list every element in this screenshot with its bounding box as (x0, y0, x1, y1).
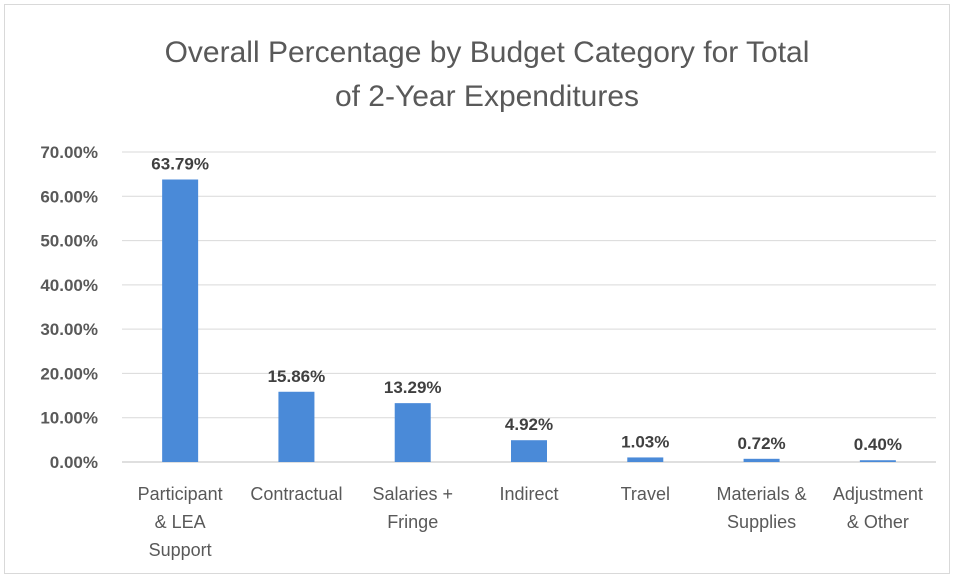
chart-title-line-1: Overall Percentage by Budget Category fo… (165, 36, 810, 69)
y-tick-label: 20.00% (40, 364, 98, 383)
bars (162, 179, 896, 462)
data-label: 0.40% (854, 435, 902, 454)
bar (162, 179, 199, 462)
x-axis-categories: Participant & LEA Support Contractual Salari… (138, 484, 923, 560)
y-tick-label: 50.00% (40, 232, 98, 251)
bar (859, 460, 896, 462)
bar (394, 403, 431, 462)
category-label: Contractual (250, 484, 342, 504)
chart-frame (4, 4, 950, 574)
category-label: Materials & Supplies (717, 484, 807, 532)
y-tick-label: 10.00% (40, 409, 98, 428)
y-tick-label: 0.00% (50, 453, 98, 472)
y-tick-label: 30.00% (40, 320, 98, 339)
category-label: Salaries + Fringe (372, 484, 453, 532)
data-label: 13.29% (384, 378, 442, 397)
bar (511, 440, 547, 462)
data-label: 63.79% (151, 155, 209, 174)
data-label: 4.92% (505, 415, 553, 434)
category-label: Indirect (499, 484, 558, 504)
data-labels: 63.79% 15.86% 13.29% 4.92% 1.03% 0.72% 0.40% (151, 155, 902, 455)
data-label: 15.86% (268, 367, 326, 386)
y-tick-label: 70.00% (40, 143, 98, 162)
data-label: 0.72% (737, 434, 785, 453)
data-label: 1.03% (621, 432, 669, 451)
gridlines (122, 151, 936, 463)
y-tick-label: 40.00% (40, 276, 98, 295)
bar (743, 458, 780, 462)
bar (278, 391, 315, 462)
category-label: Adjustment & Other (833, 484, 923, 532)
category-label: Travel (621, 484, 670, 504)
y-tick-label: 60.00% (40, 187, 98, 206)
y-axis-ticks: 0.00% 10.00% 20.00% 30.00% 40.00% 50.00% 60.00… (40, 143, 98, 472)
category-label: Participant & LEA Support (138, 484, 223, 560)
bar (627, 457, 664, 462)
chart-title-line-2: of 2-Year Expenditures (335, 80, 639, 113)
